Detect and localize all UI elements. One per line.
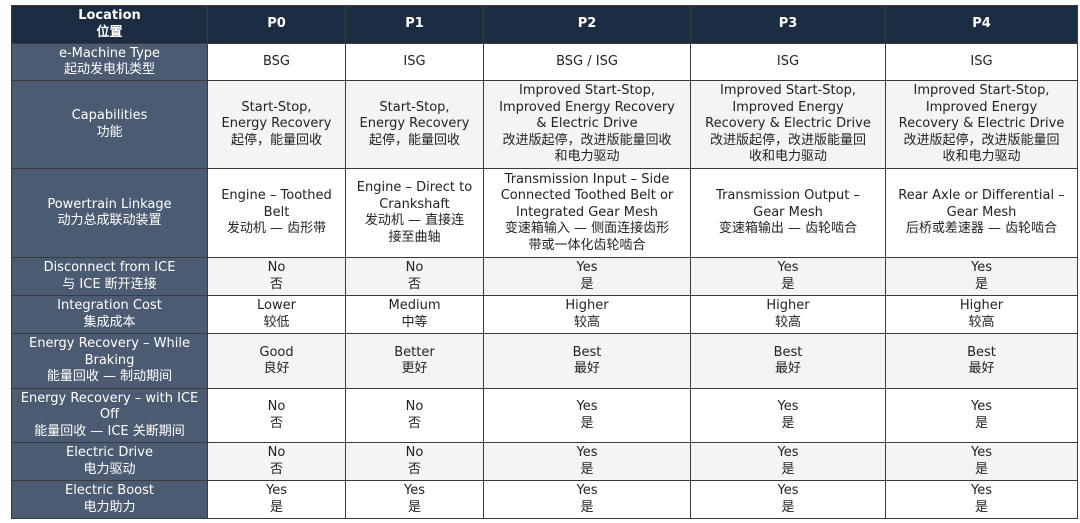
cell-p2: Transmission Input – Side Connected Toot… [483,168,691,258]
cell-p0: No 否 [207,388,346,443]
row-label: e-Machine Type 起动发电机类型 [11,43,208,81]
cell-p2: Yes 是 [483,257,691,296]
row-label: Integration Cost 集成成本 [11,295,208,334]
cell-p2: Yes 是 [483,388,691,443]
cell-p1: No 否 [345,257,484,296]
table-row: Energy Recovery – While Braking 能量回收 — 制… [11,333,1078,389]
cell-p0: Start-Stop, Energy Recovery 起停，能量回收 [207,80,346,169]
cell-p3: Yes 是 [690,388,886,443]
cell-p1: Start-Stop, Energy Recovery 起停，能量回收 [345,80,484,169]
table-row: Powertrain Linkage 动力总成联动装置 Engine – Toot… [11,168,1078,258]
table-row: Energy Recovery – with ICE Off 能量回收 — IC… [11,388,1078,443]
cell-p0: Engine – Toothed Belt 发动机 — 齿形带 [207,168,346,258]
cell-p3: Yes 是 [690,257,886,296]
cell-p2: Higher 较高 [483,295,691,334]
header-location: Location 位置 [11,5,208,44]
table-row: Integration Cost 集成成本 Lower 较低 Medium 中等 Hi… [11,295,1078,334]
cell-p3: Higher 较高 [690,295,886,334]
e-machine-position-comparison-table: Location 位置 P0 P1 P2 P3 P4 e-Machine Typ… [11,5,1078,519]
cell-p4: Rear Axle or Differential – Gear Mesh 后桥… [885,168,1078,258]
row-label: Disconnect from ICE 与 ICE 断开连接 [11,257,208,296]
cell-p3: Transmission Output – Gear Mesh 变速箱输出 — … [690,168,886,258]
cell-p1: Yes 是 [345,480,484,519]
cell-p4: Higher 较高 [885,295,1078,334]
cell-p4: Yes 是 [885,388,1078,443]
row-label: Powertrain Linkage 动力总成联动装置 [11,168,208,258]
header-p1: P1 [345,5,484,44]
cell-p2: Improved Start-Stop, Improved Energy Rec… [483,80,691,169]
cell-p3: Yes 是 [690,480,886,519]
cell-p3: ISG [690,43,886,81]
cell-p0: Lower 较低 [207,295,346,334]
cell-p4: Yes 是 [885,480,1078,519]
cell-p1: No 否 [345,442,484,481]
cell-p2: Yes 是 [483,442,691,481]
cell-p1: No 否 [345,388,484,443]
table-row: Electric Drive 电力驱动 No 否 No 否 Yes 是 Yes 是 Yes… [11,442,1078,481]
cell-p2: BSG / ISG [483,43,691,81]
cell-p2: Yes 是 [483,480,691,519]
header-p3: P3 [690,5,886,44]
cell-p4: Yes 是 [885,442,1078,481]
cell-p3: Best 最好 [690,333,886,389]
cell-p1: Medium 中等 [345,295,484,334]
row-label: Capabilities 功能 [11,80,208,169]
cell-p0: BSG [207,43,346,81]
cell-p4: Best 最好 [885,333,1078,389]
cell-p4: Improved Start-Stop, Improved Energy Rec… [885,80,1078,169]
cell-p0: Yes 是 [207,480,346,519]
header-p4: P4 [885,5,1078,44]
cell-p0: No 否 [207,442,346,481]
cell-p4: Yes 是 [885,257,1078,296]
header-p0: P0 [207,5,346,44]
cell-p4: ISG [885,43,1078,81]
table-row: Disconnect from ICE 与 ICE 断开连接 No 否 No 否 Ye… [11,257,1078,296]
row-label: Electric Boost 电力助力 [11,480,208,519]
table-row: Capabilities 功能 Start-Stop, Energy Recove… [11,80,1078,169]
cell-p0: Good 良好 [207,333,346,389]
cell-p1: Better 更好 [345,333,484,389]
cell-p1: Engine – Direct to Crankshaft 发动机 — 直接连 … [345,168,484,258]
header-row: Location 位置 P0 P1 P2 P3 P4 [11,5,1078,44]
row-label: Electric Drive 电力驱动 [11,442,208,481]
row-label: Energy Recovery – While Braking 能量回收 — 制… [11,333,208,389]
header-p2: P2 [483,5,691,44]
table-row: e-Machine Type 起动发电机类型 BSG ISG BSG / ISG ISG… [11,43,1078,81]
cell-p3: Improved Start-Stop, Improved Energy Rec… [690,80,886,169]
row-label: Energy Recovery – with ICE Off 能量回收 — IC… [11,388,208,443]
cell-p1: ISG [345,43,484,81]
cell-p3: Yes 是 [690,442,886,481]
cell-p0: No 否 [207,257,346,296]
cell-p2: Best 最好 [483,333,691,389]
